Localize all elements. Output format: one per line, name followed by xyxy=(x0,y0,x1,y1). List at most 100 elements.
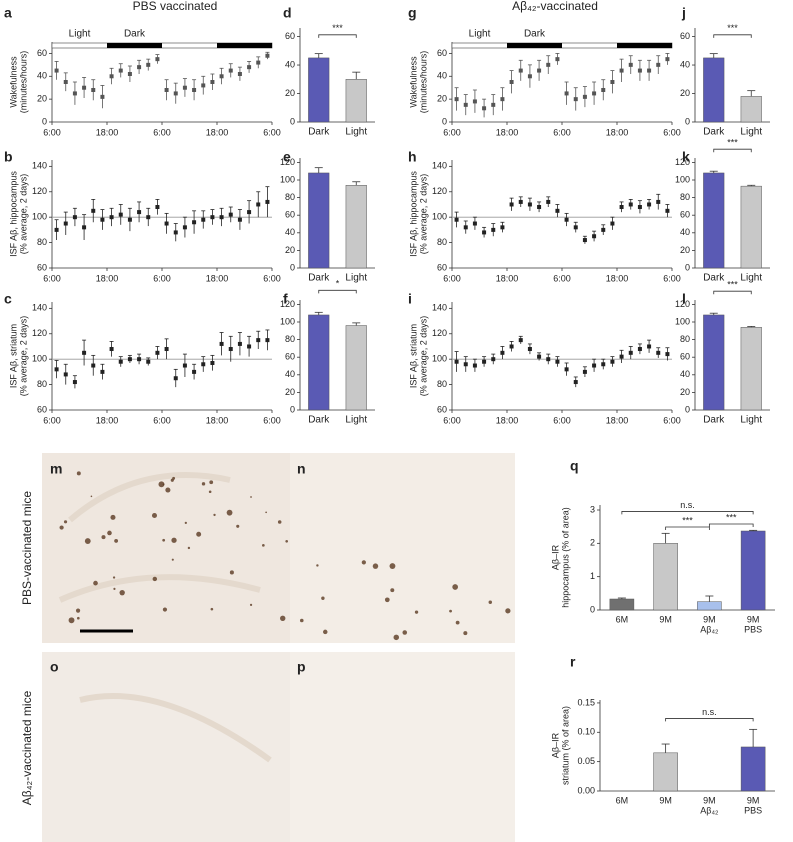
data-point xyxy=(82,350,87,355)
significance-bracket xyxy=(713,148,752,153)
y-tick-label: 40 xyxy=(680,59,690,69)
data-point xyxy=(637,68,642,73)
x-tick-label: 6:00 xyxy=(553,415,571,425)
panel-letter: a xyxy=(4,5,12,21)
plaque xyxy=(119,589,125,596)
plaque xyxy=(171,537,177,543)
bar xyxy=(740,746,766,792)
data-point xyxy=(573,97,578,102)
plaque xyxy=(184,521,187,525)
data-point xyxy=(109,215,114,220)
panel-letter: d xyxy=(283,5,292,21)
plaque xyxy=(114,538,119,543)
plaque xyxy=(361,560,366,565)
x-tick-label: 6:00 xyxy=(263,273,281,283)
data-point xyxy=(182,85,187,90)
data-point xyxy=(201,217,206,222)
x-tick-label: 18:00 xyxy=(206,127,229,137)
data-point xyxy=(63,80,68,84)
y-tick-label: 20 xyxy=(285,387,295,397)
y-tick-label: 0.10 xyxy=(577,727,595,737)
x-tick-label: Dark xyxy=(703,127,725,138)
bar xyxy=(308,57,330,123)
bar xyxy=(345,79,367,123)
y-tick-label: 120 xyxy=(675,299,690,309)
data-point xyxy=(647,202,652,207)
data-point xyxy=(63,372,68,377)
data-point xyxy=(173,376,178,381)
data-point xyxy=(72,91,77,96)
x-tick-label: 18:00 xyxy=(496,273,519,283)
plaque xyxy=(162,607,168,612)
data-point xyxy=(454,97,459,102)
x-tick-label: 6:00 xyxy=(263,415,281,425)
y-tick-label: 100 xyxy=(32,354,47,364)
plaque xyxy=(201,482,206,486)
significance-bracket xyxy=(621,511,754,515)
column-title: PBS vaccinated xyxy=(133,0,218,13)
x-tick-label: Dark xyxy=(308,273,330,284)
significance-label: * xyxy=(336,279,340,289)
y-tick-label: 60 xyxy=(437,48,447,58)
panel-letter: k xyxy=(682,149,690,165)
significance-label: *** xyxy=(682,515,693,525)
data-point xyxy=(665,208,670,213)
x-tick-label: Light xyxy=(345,273,367,284)
bar xyxy=(345,185,367,269)
data-point xyxy=(527,202,532,207)
data-point xyxy=(454,359,459,364)
plaque xyxy=(316,564,319,567)
plaque xyxy=(196,531,202,537)
data-point xyxy=(100,94,105,99)
x-tick-label: Light xyxy=(345,127,367,138)
x-tick-label: 6:00 xyxy=(553,127,571,137)
panel-letter: p xyxy=(297,659,306,675)
x-tick-label: PBS xyxy=(744,805,762,815)
plaque xyxy=(285,539,289,543)
data-point xyxy=(647,68,652,73)
data-point xyxy=(192,220,197,225)
data-point xyxy=(518,68,523,73)
panel-letter: f xyxy=(283,291,288,307)
y-tick-label: 0 xyxy=(685,116,690,126)
y-axis-label: Wakefulness xyxy=(408,56,418,108)
x-tick-label: Dark xyxy=(308,415,330,426)
data-point xyxy=(247,65,252,70)
data-point xyxy=(118,212,123,217)
data-point xyxy=(201,83,206,88)
data-point xyxy=(182,363,187,368)
y-tick-label: 80 xyxy=(285,192,295,202)
panel-letter: n xyxy=(297,461,306,477)
panel-letter: g xyxy=(408,5,417,21)
y-tick-label: 60 xyxy=(680,210,690,220)
data-point xyxy=(555,57,560,62)
data-point xyxy=(619,68,624,73)
data-point xyxy=(582,369,587,374)
y-axis-label: ISF Aβ, striatum xyxy=(8,324,18,388)
data-point xyxy=(237,72,242,76)
data-point xyxy=(219,341,224,346)
panel-letter: b xyxy=(4,149,13,165)
plaque xyxy=(213,513,216,517)
plaque xyxy=(393,634,400,641)
panel-letter: o xyxy=(50,659,59,675)
plaque xyxy=(323,629,328,635)
y-tick-label: 20 xyxy=(285,245,295,255)
data-point xyxy=(582,238,587,243)
data-point xyxy=(518,338,523,343)
y-tick-label: 60 xyxy=(437,404,447,414)
x-tick-label: 18:00 xyxy=(606,127,629,137)
significance-label: *** xyxy=(332,23,343,33)
bar xyxy=(740,327,762,411)
phase-label: Light xyxy=(69,29,91,40)
plaque xyxy=(402,630,408,635)
dark-period xyxy=(617,43,672,48)
phase-label: Dark xyxy=(124,29,146,40)
y-tick-label: 120 xyxy=(432,328,447,338)
y-tick-label: 0.15 xyxy=(577,697,595,707)
y-tick-label: 0 xyxy=(685,404,690,414)
x-tick-label: Dark xyxy=(308,127,330,138)
x-tick-label: 6:00 xyxy=(263,127,281,137)
data-point xyxy=(247,210,252,215)
y-tick-label: 2 xyxy=(590,538,595,548)
